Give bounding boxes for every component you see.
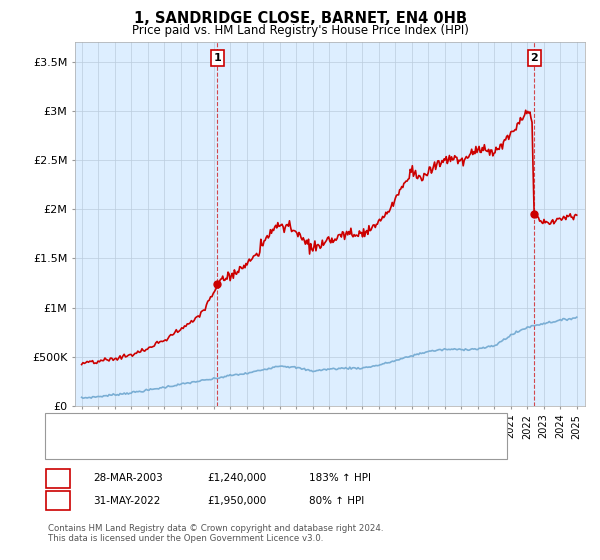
Text: Price paid vs. HM Land Registry's House Price Index (HPI): Price paid vs. HM Land Registry's House … — [131, 24, 469, 36]
Text: 80% ↑ HPI: 80% ↑ HPI — [309, 496, 364, 506]
Text: 1, SANDRIDGE CLOSE, BARNET, EN4 0HB (detached house): 1, SANDRIDGE CLOSE, BARNET, EN4 0HB (det… — [94, 422, 403, 432]
Text: 28-MAR-2003: 28-MAR-2003 — [93, 473, 163, 483]
Text: £1,950,000: £1,950,000 — [207, 496, 266, 506]
Text: 1, SANDRIDGE CLOSE, BARNET, EN4 0HB: 1, SANDRIDGE CLOSE, BARNET, EN4 0HB — [133, 11, 467, 26]
Text: 31-MAY-2022: 31-MAY-2022 — [93, 496, 160, 506]
Text: 2: 2 — [55, 496, 62, 506]
Text: HPI: Average price, detached house, Enfield: HPI: Average price, detached house, Enfi… — [94, 441, 323, 451]
Text: £1,240,000: £1,240,000 — [207, 473, 266, 483]
Text: 2: 2 — [530, 53, 538, 63]
Text: 1: 1 — [214, 53, 221, 63]
Text: Contains HM Land Registry data © Crown copyright and database right 2024.
This d: Contains HM Land Registry data © Crown c… — [48, 524, 383, 543]
Text: 183% ↑ HPI: 183% ↑ HPI — [309, 473, 371, 483]
Text: 1: 1 — [55, 473, 62, 483]
